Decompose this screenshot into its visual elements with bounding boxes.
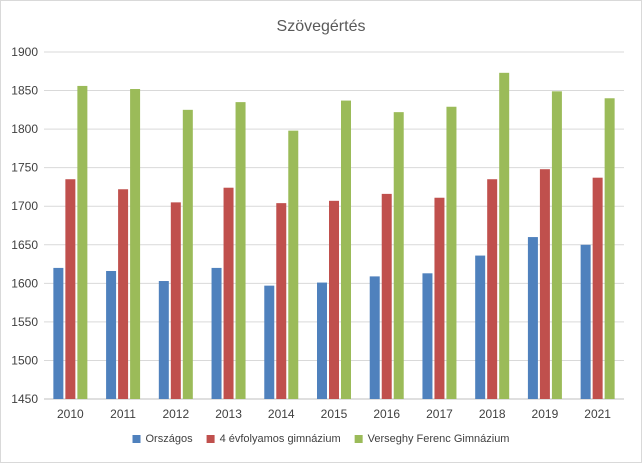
x-tick-label: 2018 (479, 407, 506, 421)
bar-2017-2 (434, 197, 445, 399)
bar-2019-3 (551, 91, 562, 400)
bar-2012-3 (182, 109, 193, 399)
bar-2014-2 (276, 203, 287, 399)
bar-2016-1 (369, 276, 380, 399)
y-tick-label: 1850 (11, 84, 38, 98)
x-tick-label: 2010 (57, 407, 84, 421)
bar-2021-2 (592, 177, 603, 399)
bar-2010-2 (65, 179, 76, 399)
bar-2018-1 (475, 255, 486, 399)
bar-2011-1 (106, 270, 117, 399)
bar-2018-3 (499, 72, 510, 399)
x-tick-label: 2013 (215, 407, 242, 421)
bar-2019-1 (527, 237, 538, 399)
y-tick-label: 1600 (11, 276, 38, 290)
bar-2011-3 (130, 89, 141, 399)
x-tick-label: 2012 (162, 407, 189, 421)
y-tick-label: 1550 (11, 315, 38, 329)
bar-2019-2 (539, 169, 550, 399)
x-tick-label: 2014 (268, 407, 295, 421)
legend-label: Verseghy Ferenc Gimnázium (368, 433, 510, 445)
bar-2010-1 (53, 267, 64, 399)
bar-2018-2 (487, 179, 498, 399)
x-tick-label: 2015 (321, 407, 348, 421)
bar-2017-3 (446, 106, 457, 399)
bar-2010-3 (77, 85, 88, 399)
legend-label: Országos (146, 433, 194, 445)
bar-2017-1 (422, 273, 433, 399)
x-tick-label: 2011 (110, 407, 136, 421)
y-axis-ticks: 1450 1500 1550 1600 1650 1700 1750 1800 1850 1900 (11, 45, 38, 406)
legend-label: 4 évfolyamos gimnázium (220, 433, 341, 445)
x-tick-label: 2016 (373, 407, 400, 421)
bar-2012-2 (170, 202, 181, 399)
chart-title: Szövegértés (277, 18, 366, 35)
bar-2013-3 (235, 102, 246, 399)
bar-2015-3 (341, 100, 351, 399)
x-tick-label: 2021 (584, 407, 611, 421)
legend-swatch (206, 435, 215, 443)
gridlines (44, 51, 624, 400)
y-tick-label: 1900 (11, 45, 38, 59)
bar-2021-1 (580, 244, 591, 399)
x-axis-ticks: 2010 2011 2012 2013 2014 2015 2016 2017 2018 2019… (57, 407, 611, 421)
bar-2013-1 (211, 267, 222, 399)
bar-2016-3 (393, 112, 404, 399)
bar-2013-2 (223, 187, 234, 399)
bar-2015-1 (317, 282, 327, 399)
y-tick-label: 1450 (11, 392, 38, 406)
y-tick-label: 1800 (11, 122, 38, 136)
bar-2021-3 (604, 98, 615, 400)
y-tick-label: 1500 (11, 353, 38, 367)
bar-2015-2 (329, 200, 339, 399)
legend-swatch (132, 435, 141, 443)
x-tick-label: 2017 (426, 407, 453, 421)
y-tick-label: 1750 (11, 161, 38, 175)
legend-swatch (354, 435, 363, 443)
y-tick-label: 1700 (11, 199, 38, 213)
bar-2011-2 (118, 189, 129, 399)
bar-2014-3 (288, 130, 299, 400)
x-tick-label: 2019 (532, 407, 559, 421)
legend: Országos 4 évfolyamos gimnázium Verseghy F… (132, 433, 510, 445)
bar-2016-2 (381, 193, 392, 399)
y-tick-label: 1650 (11, 238, 38, 252)
bar-2012-1 (158, 281, 169, 399)
bar-2014-1 (264, 285, 275, 399)
bars (53, 72, 615, 400)
